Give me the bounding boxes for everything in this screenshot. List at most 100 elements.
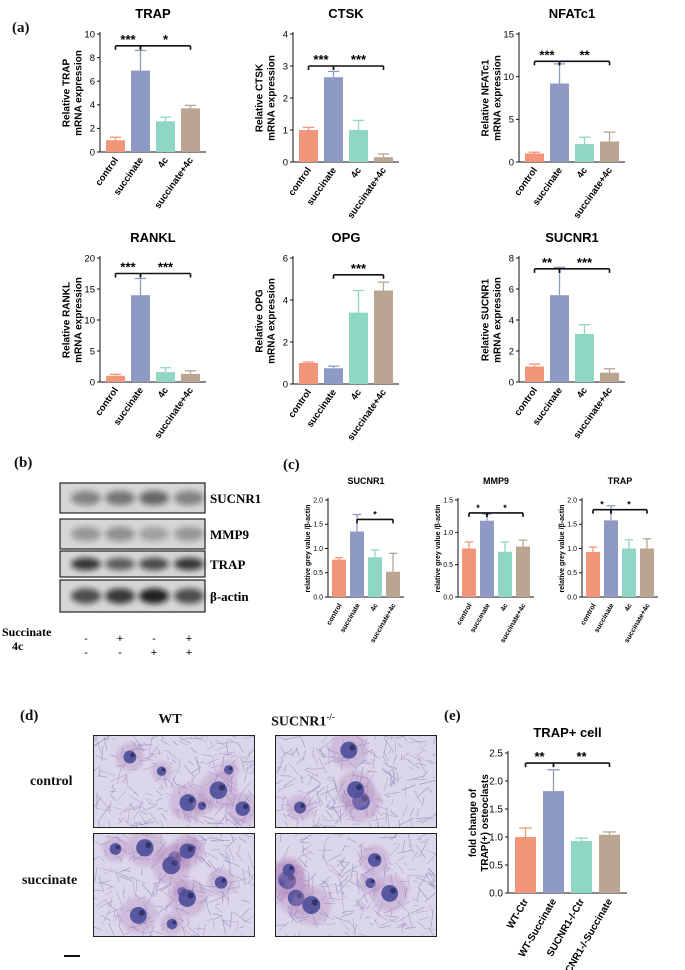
cell-fiber bbox=[104, 890, 113, 896]
cell-fiber bbox=[416, 786, 429, 799]
nucleus-core bbox=[172, 920, 177, 925]
cell-fiber bbox=[220, 919, 236, 923]
y-tick-label: 1.0 bbox=[313, 546, 323, 553]
cell-fiber bbox=[214, 739, 225, 747]
cell-fiber bbox=[373, 909, 388, 921]
cell-fiber bbox=[328, 749, 330, 766]
cell-fiber bbox=[351, 870, 357, 873]
cell-fiber bbox=[183, 920, 191, 929]
nucleus bbox=[209, 781, 228, 800]
cell-fiber bbox=[252, 825, 254, 827]
panel-label-b: (b) bbox=[14, 455, 33, 471]
cell-fiber bbox=[386, 736, 398, 739]
y-tick-label: 1.5 bbox=[443, 497, 453, 504]
cell-fiber bbox=[237, 844, 241, 854]
sig-label: *** bbox=[351, 52, 367, 67]
cell-fiber bbox=[170, 768, 179, 774]
y-tick-label: 0.0 bbox=[443, 594, 453, 601]
micrograph-ko-control bbox=[275, 735, 437, 828]
y-tick-label: 5 bbox=[90, 346, 95, 357]
cell-fiber bbox=[98, 768, 101, 777]
cell-fiber bbox=[363, 893, 368, 904]
y-axis-label: TRAP(+) osteoclasts bbox=[480, 774, 491, 872]
blot-band bbox=[139, 557, 169, 571]
cell-fiber bbox=[406, 775, 425, 782]
y-axis-label: mRNA expression bbox=[492, 277, 503, 363]
y-tick-label: 0 bbox=[90, 377, 95, 388]
cell-fiber bbox=[391, 776, 402, 784]
blot-band bbox=[71, 588, 101, 604]
cell-fiber bbox=[337, 834, 342, 838]
micrograph-wt-control bbox=[93, 735, 255, 828]
cell-fiber bbox=[143, 812, 148, 815]
cell-fiber bbox=[95, 765, 102, 770]
chart-title: OPG bbox=[332, 230, 361, 245]
y-tick-label: 6 bbox=[90, 77, 95, 88]
cell-fiber bbox=[116, 891, 124, 908]
bar-control bbox=[525, 366, 544, 382]
cell-fiber bbox=[406, 874, 414, 877]
cell-fiber bbox=[148, 811, 159, 825]
cell-fiber bbox=[225, 849, 228, 859]
chart-title: NFATc1 bbox=[549, 6, 595, 21]
bar-4c bbox=[368, 557, 382, 597]
cell-fiber bbox=[284, 764, 287, 772]
cell-fiber bbox=[326, 737, 336, 745]
panel-label-d: (d) bbox=[20, 708, 39, 724]
y-tick-label: 0 bbox=[509, 377, 514, 388]
cell-fiber bbox=[339, 808, 342, 823]
cell-fiber bbox=[319, 797, 324, 805]
cell-fiber bbox=[419, 916, 429, 921]
cell-fiber bbox=[416, 819, 423, 823]
cell-fiber bbox=[433, 777, 436, 779]
cell-fiber bbox=[383, 739, 388, 755]
cell-fiber bbox=[355, 899, 365, 909]
cell-fiber bbox=[94, 741, 100, 747]
cell-fiber bbox=[108, 801, 112, 814]
cell-fiber bbox=[389, 765, 398, 769]
cell-fiber bbox=[285, 933, 288, 936]
cell-fiber bbox=[316, 771, 319, 777]
y-tick-label: 8 bbox=[509, 253, 514, 264]
panel-label-e: (e) bbox=[444, 708, 461, 724]
cell-fiber bbox=[280, 834, 282, 842]
cell-fiber bbox=[307, 774, 321, 784]
cell-fiber bbox=[389, 842, 401, 857]
blot-band bbox=[174, 490, 204, 506]
blot-band bbox=[174, 526, 204, 542]
cell-fiber bbox=[112, 806, 122, 810]
blot-band bbox=[105, 526, 135, 542]
cell-fiber bbox=[318, 757, 327, 774]
cell-fiber bbox=[117, 914, 121, 925]
cell-fiber bbox=[213, 913, 223, 916]
y-tick-label: 0.5 bbox=[567, 570, 577, 577]
y-tick-label: 0 bbox=[283, 157, 288, 168]
x-tick-label: 4c bbox=[156, 385, 171, 400]
cell-fiber bbox=[344, 845, 350, 847]
cell-fiber bbox=[389, 784, 394, 787]
cell-fiber bbox=[298, 851, 312, 858]
nucleus-core bbox=[187, 846, 194, 852]
cell-fiber bbox=[215, 906, 223, 913]
cell-fiber bbox=[344, 932, 350, 936]
nucleus-core bbox=[229, 766, 233, 771]
cell-fiber bbox=[371, 748, 374, 754]
cell-fiber bbox=[431, 909, 434, 928]
cell-fiber bbox=[298, 790, 307, 794]
cell-fiber bbox=[407, 760, 421, 769]
cell-fiber bbox=[276, 768, 281, 773]
cell-fiber bbox=[331, 806, 340, 818]
cell-fiber bbox=[124, 932, 130, 935]
y-tick-label: 0 bbox=[90, 147, 95, 158]
nucleus-core bbox=[188, 797, 195, 804]
cell-fiber bbox=[225, 818, 238, 827]
nucleus-core bbox=[356, 784, 363, 791]
y-tick-label: 4 bbox=[283, 295, 288, 306]
cell-fiber bbox=[326, 804, 340, 814]
cell-fiber bbox=[209, 836, 225, 841]
cell-fiber bbox=[401, 758, 411, 761]
cell-fiber bbox=[225, 837, 237, 850]
cell-fiber bbox=[230, 754, 237, 758]
cell-fiber bbox=[99, 867, 113, 872]
cell-fiber bbox=[189, 928, 200, 936]
